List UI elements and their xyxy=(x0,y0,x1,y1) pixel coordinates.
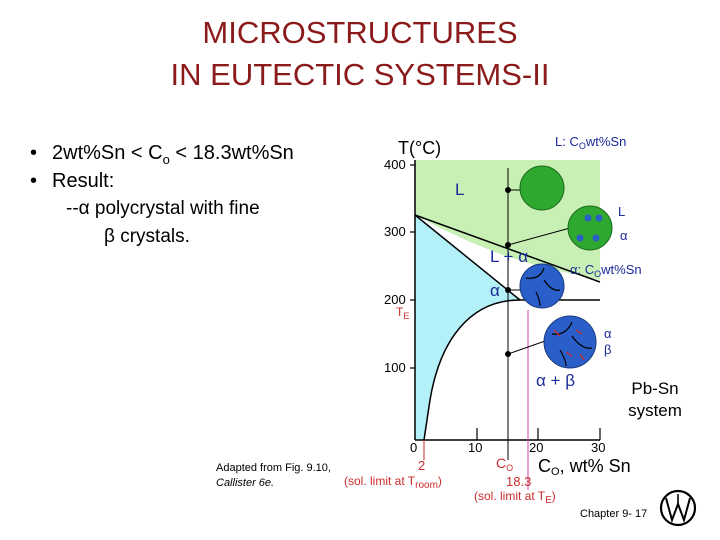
circle2-alpha-label: α xyxy=(620,228,628,243)
region-liquid-label: L xyxy=(455,180,464,199)
te-label: TE xyxy=(396,305,409,321)
region-alpha-label: α xyxy=(490,281,500,300)
microstructure-l-alpha xyxy=(567,205,613,251)
bullet-composition: • 2wt%Sn < Co < 18.3wt%Sn xyxy=(30,142,294,167)
circle4-beta-label: β xyxy=(604,342,611,357)
x-axis-label: CO, wt% Sn xyxy=(538,456,631,478)
circle4-alpha-label: α xyxy=(604,326,612,341)
microstructure-alpha xyxy=(519,263,565,309)
x-tick-10: 10 xyxy=(468,440,482,455)
microstructure-alpha-beta xyxy=(543,315,597,369)
region-l-alpha-label: L + α xyxy=(490,247,528,266)
microstructure-liquid xyxy=(519,165,565,211)
x-tick-0: 0 xyxy=(410,440,417,455)
slide-title-line-2: IN EUTECTIC SYSTEMS-II xyxy=(170,57,550,92)
y-tick-100: 100 xyxy=(384,360,406,375)
system-label: Pb-Sn system xyxy=(628,379,682,420)
circle3-alpha-label: α: COwt%Sn xyxy=(570,262,642,279)
bullet-result: • Result: xyxy=(30,170,115,192)
bottom-co: CO xyxy=(496,455,513,473)
y-tick-400: 400 xyxy=(384,157,406,172)
top-liquid-label: L: COwt%Sn xyxy=(555,134,626,151)
circle2-l-label: L xyxy=(618,204,625,219)
x-tick-30: 30 xyxy=(591,440,605,455)
slide-title-line-1: MICROSTRUCTURES xyxy=(202,15,518,50)
sol-limit-room: (sol. limit at Troom) xyxy=(344,474,442,491)
result-line-1: --α polycrystal with fine xyxy=(66,198,260,219)
result-line-2: β crystals. xyxy=(104,226,190,247)
y-axis-label: T(°C) xyxy=(398,138,441,158)
logo-seal xyxy=(659,489,697,527)
figure-caption: Adapted from Fig. 9.10, Callister 6e. xyxy=(216,462,331,489)
bottom-18-3: 18.3 xyxy=(506,474,531,489)
y-tick-300: 300 xyxy=(384,224,406,239)
solvus-curve xyxy=(423,299,521,441)
y-tick-200: 200 xyxy=(384,292,406,307)
x-tick-20: 20 xyxy=(529,440,543,455)
solidus-line xyxy=(414,214,521,301)
bottom-two: 2 xyxy=(418,458,425,473)
footer-chapter: Chapter 9- 17 xyxy=(580,508,648,520)
region-alpha-beta-label: α + β xyxy=(536,371,575,390)
sol-limit-te: (sol. limit at TE) xyxy=(474,489,556,506)
